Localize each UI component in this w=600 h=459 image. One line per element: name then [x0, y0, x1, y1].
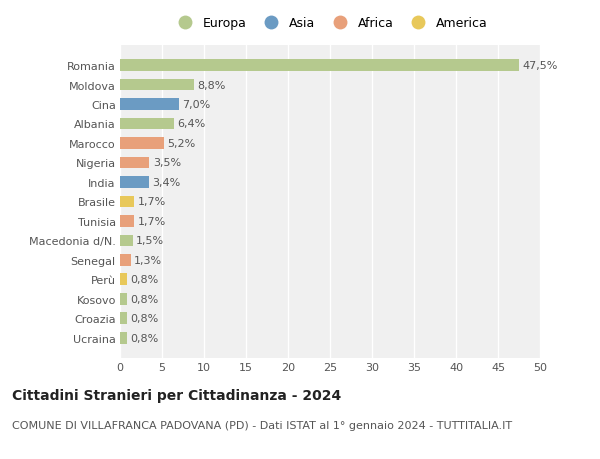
- Text: 6,4%: 6,4%: [177, 119, 205, 129]
- Bar: [120, 216, 134, 227]
- Text: 8,8%: 8,8%: [197, 80, 226, 90]
- Text: 0,8%: 0,8%: [130, 333, 158, 343]
- Text: 1,7%: 1,7%: [137, 197, 166, 207]
- Bar: [120, 235, 133, 246]
- Bar: [120, 313, 127, 325]
- Text: 5,2%: 5,2%: [167, 139, 195, 149]
- Bar: [120, 274, 127, 285]
- Bar: [120, 177, 149, 188]
- Bar: [120, 138, 164, 150]
- Bar: [120, 254, 131, 266]
- Bar: [120, 99, 179, 111]
- Text: 7,0%: 7,0%: [182, 100, 211, 110]
- Bar: [120, 118, 174, 130]
- Bar: [120, 293, 127, 305]
- Text: 1,7%: 1,7%: [137, 216, 166, 226]
- Text: 0,8%: 0,8%: [130, 313, 158, 324]
- Text: 0,8%: 0,8%: [130, 274, 158, 285]
- Bar: [120, 157, 149, 169]
- Text: 1,3%: 1,3%: [134, 255, 163, 265]
- Text: Cittadini Stranieri per Cittadinanza - 2024: Cittadini Stranieri per Cittadinanza - 2…: [12, 388, 341, 402]
- Text: 3,4%: 3,4%: [152, 178, 180, 188]
- Bar: [120, 79, 194, 91]
- Bar: [120, 60, 519, 72]
- Text: COMUNE DI VILLAFRANCA PADOVANA (PD) - Dati ISTAT al 1° gennaio 2024 - TUTTITALIA: COMUNE DI VILLAFRANCA PADOVANA (PD) - Da…: [12, 420, 512, 430]
- Text: 0,8%: 0,8%: [130, 294, 158, 304]
- Text: 47,5%: 47,5%: [523, 61, 558, 71]
- Bar: [120, 332, 127, 344]
- Bar: [120, 196, 134, 208]
- Text: 1,5%: 1,5%: [136, 236, 164, 246]
- Legend: Europa, Asia, Africa, America: Europa, Asia, Africa, America: [170, 15, 490, 33]
- Text: 3,5%: 3,5%: [153, 158, 181, 168]
